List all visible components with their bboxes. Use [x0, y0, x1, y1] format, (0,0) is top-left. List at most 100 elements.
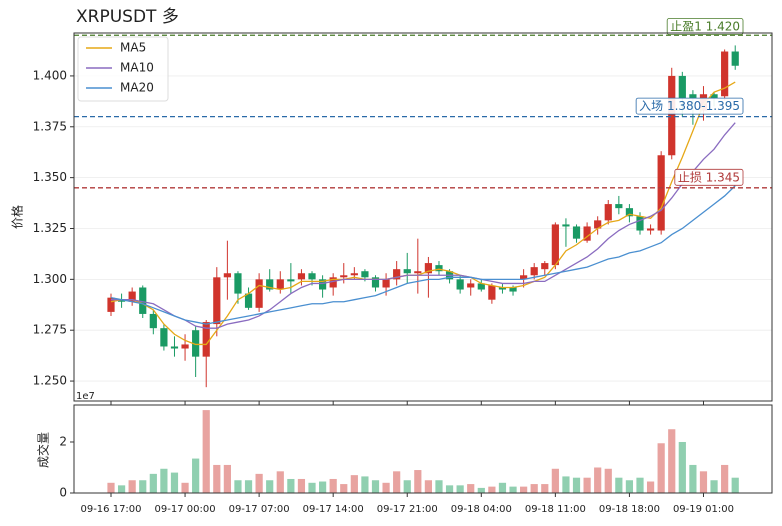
candle-body: [234, 273, 242, 294]
candle-body: [477, 283, 485, 290]
x-tick-label: 09-17 14:00: [303, 504, 364, 515]
candle-body: [721, 51, 729, 97]
legend: MA5 MA10 MA20: [77, 36, 169, 102]
volume-bar: [244, 480, 253, 493]
level-label: 入场 1.380-1.395: [635, 97, 744, 115]
volume-frame: [73, 404, 773, 494]
volume-bar: [350, 475, 358, 493]
candle-body: [456, 279, 464, 290]
candle-body: [266, 279, 274, 290]
volume-bar: [371, 480, 380, 493]
candle-body: [128, 291, 136, 302]
candle-body: [604, 204, 612, 221]
y-tick-label: 1.300: [33, 272, 67, 286]
volume-bar: [266, 480, 274, 493]
ma-line: [110, 81, 736, 346]
volume-bar: [139, 480, 147, 493]
volume-bar: [551, 468, 559, 493]
volume-bar: [615, 477, 623, 493]
candle-body: [414, 271, 422, 274]
volume-bar: [234, 480, 242, 493]
volume-bar: [170, 472, 179, 493]
volume-bar: [276, 471, 284, 493]
volume-bar: [657, 443, 665, 493]
plot-frame: [73, 32, 773, 402]
volume-bar: [117, 485, 126, 493]
y-tick-label: 1.275: [33, 323, 67, 337]
volume-bar: [393, 471, 401, 493]
candle-body: [551, 224, 559, 266]
candle-body: [710, 94, 718, 99]
volume-bar: [668, 429, 676, 493]
candle-body: [498, 287, 507, 290]
y-tick-label: 1.250: [33, 374, 67, 388]
candle-body: [340, 275, 348, 278]
volume-bar: [297, 478, 306, 493]
volume-bar: [498, 482, 507, 493]
chart-title: XRPUSDT 多: [76, 7, 179, 27]
candle-body: [361, 271, 369, 278]
candle-body: [625, 208, 634, 217]
volume-bar: [181, 482, 189, 493]
candle-body: [287, 279, 295, 282]
volume-bar: [361, 476, 369, 493]
volume-bar: [160, 468, 168, 493]
candle-body: [646, 228, 655, 231]
volume-bar: [678, 441, 686, 493]
volume-bar: [128, 480, 136, 493]
x-tick-label: 09-18 11:00: [525, 504, 586, 515]
candle-body: [393, 269, 401, 280]
volume-bar: [308, 482, 316, 493]
legend-box: [77, 36, 169, 102]
candle-body: [520, 275, 528, 280]
volume-bar: [213, 464, 221, 493]
level-label-box: [666, 18, 744, 35]
legend-label: MA10: [120, 61, 154, 75]
candle-body: [689, 94, 697, 99]
volume-y-tick-label: 2: [59, 434, 67, 448]
candle-body: [731, 51, 739, 66]
volume-bar: [636, 477, 644, 493]
volume-bar: [435, 480, 443, 493]
level-label-box: [674, 168, 744, 186]
y-tick-label: 1.325: [33, 221, 67, 235]
x-tick-label: 09-18 18:00: [599, 504, 660, 515]
candle-body: [350, 273, 358, 276]
y-tick-label: 1.375: [33, 119, 67, 133]
volume-bar: [604, 468, 612, 493]
volume-bar: [403, 480, 411, 493]
volume-bar: [202, 410, 210, 493]
candle-body: [170, 346, 179, 349]
volume-bar: [456, 485, 464, 493]
volume-bar: [477, 487, 485, 493]
level-label: 止损 1.345: [674, 168, 744, 186]
candle-body: [181, 344, 189, 349]
level-label-text: 止盈1 1.420: [670, 20, 740, 34]
candle-body: [509, 287, 517, 292]
candle-body: [371, 277, 380, 288]
candle-body: [572, 226, 581, 239]
candle-body: [615, 204, 623, 209]
volume-bar: [488, 486, 496, 493]
x-tick-label: 09-17 00:00: [155, 504, 216, 515]
candle-body: [435, 265, 443, 272]
ma-line: [110, 185, 736, 325]
candle-body: [467, 283, 475, 288]
volume-bar: [107, 482, 115, 493]
level-label-box: [635, 97, 744, 115]
volume-bar: [699, 471, 708, 493]
y-axis-label: 价格: [10, 205, 25, 229]
volume-bar: [319, 481, 327, 493]
candle-body: [139, 287, 147, 314]
volume-bar: [594, 467, 602, 493]
candle-body: [403, 269, 411, 274]
volume-bar: [255, 473, 263, 493]
x-tick-label: 09-19 01:00: [673, 504, 734, 515]
candle-body: [530, 267, 538, 276]
level-label: 止盈1 1.420: [666, 18, 744, 35]
volume-bar: [646, 481, 655, 493]
candle-body: [657, 155, 665, 231]
level-label-text: 入场 1.380-1.395: [639, 99, 740, 113]
x-tick-label: 09-17 07:00: [229, 504, 290, 515]
